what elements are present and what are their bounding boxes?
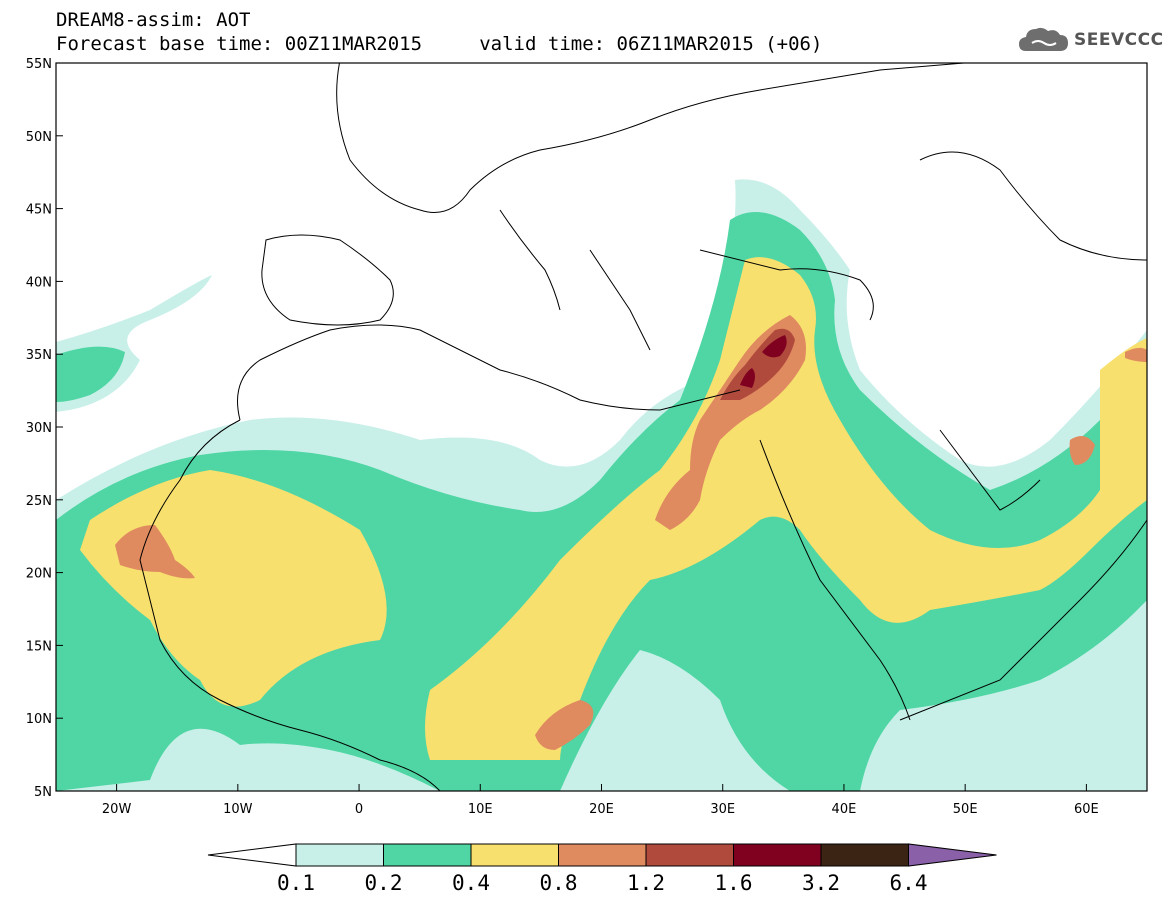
- lat-tick-label: 25N: [26, 494, 52, 509]
- arabia-coast: [899, 519, 1147, 721]
- colorbar-swatch: [383, 843, 472, 867]
- north-africa-coast: [237, 324, 741, 421]
- lat-tick-label: 10N: [26, 712, 52, 727]
- lat-tick-label: 35N: [26, 348, 52, 363]
- lat-tick-label: 30N: [26, 421, 52, 436]
- colorbar-swatch: [645, 843, 734, 867]
- aot-band-1.6: [740, 335, 787, 388]
- lat-tick-label: 50N: [26, 130, 52, 145]
- lon-tick-label: 20E: [589, 802, 614, 817]
- colorbar-swatch: [820, 843, 909, 867]
- longitude-axis: 20W 10W 0 10E 20E 30E 40E 50E 60E: [102, 784, 1099, 817]
- balkans: [589, 249, 651, 351]
- lon-tick-label: 0: [355, 802, 363, 817]
- colorbar-swatch: [733, 843, 822, 867]
- lat-tick-label: 5N: [34, 785, 52, 800]
- colorbar-swatch: [470, 843, 559, 867]
- colorbar-label: 6.4: [890, 871, 928, 895]
- lat-tick-label: 15N: [26, 639, 52, 654]
- europe-coast: [336, 63, 971, 213]
- caspian: [919, 151, 1147, 261]
- lat-tick-label: 45N: [26, 203, 52, 218]
- italy: [499, 209, 561, 311]
- seevccc-logo: SEEVCCC: [1018, 22, 1164, 58]
- colorbar-label: 0.4: [452, 871, 490, 895]
- plot-title: DREAM8-assim: AOT: [56, 9, 251, 31]
- lon-tick-label: 50E: [953, 802, 978, 817]
- lon-tick-label: 40E: [832, 802, 857, 817]
- colorbar-label: 0.1: [277, 871, 315, 895]
- colorbar-label: 0.2: [365, 871, 403, 895]
- logo-text: SEEVCCC: [1074, 30, 1164, 50]
- iberia: [261, 234, 394, 326]
- lon-tick-label: 60E: [1074, 802, 1099, 817]
- lat-tick-label: 20N: [26, 567, 52, 582]
- black-sea: [699, 249, 874, 321]
- colorbar: 0.1 0.2 0.4 0.8 1.2 1.6 3.2 6.4: [207, 843, 997, 895]
- colorbar-swatch: [558, 843, 647, 867]
- colorbar-label: 0.8: [540, 871, 578, 895]
- lat-tick-label: 40N: [26, 275, 52, 290]
- lon-tick-label: 10E: [468, 802, 493, 817]
- colorbar-low-arrow: [207, 843, 297, 867]
- aot-field: [56, 179, 1147, 791]
- lat-tick-label: 55N: [26, 57, 52, 72]
- colorbar-high-arrow: [908, 843, 997, 867]
- plot-subtitle-times: Forecast base time: 00Z11MAR2015 valid t…: [56, 33, 823, 55]
- red-sea: [759, 439, 911, 721]
- colorbar-label: 3.2: [802, 871, 840, 895]
- latitude-axis: 55N 50N 45N 40N 35N 30N 25N 20N 15N 10N 5N: [26, 57, 63, 800]
- west-africa-coast: [139, 419, 441, 791]
- lon-tick-label: 30E: [710, 802, 735, 817]
- coastlines: [139, 63, 1147, 791]
- colorbar-label: 1.6: [715, 871, 753, 895]
- colorbar-swatch: [295, 843, 384, 867]
- lon-tick-label: 20W: [102, 802, 132, 817]
- cloud-icon: [1019, 27, 1068, 51]
- lon-tick-label: 10W: [223, 802, 253, 817]
- persian-gulf: [939, 429, 1041, 511]
- colorbar-label: 1.2: [627, 871, 665, 895]
